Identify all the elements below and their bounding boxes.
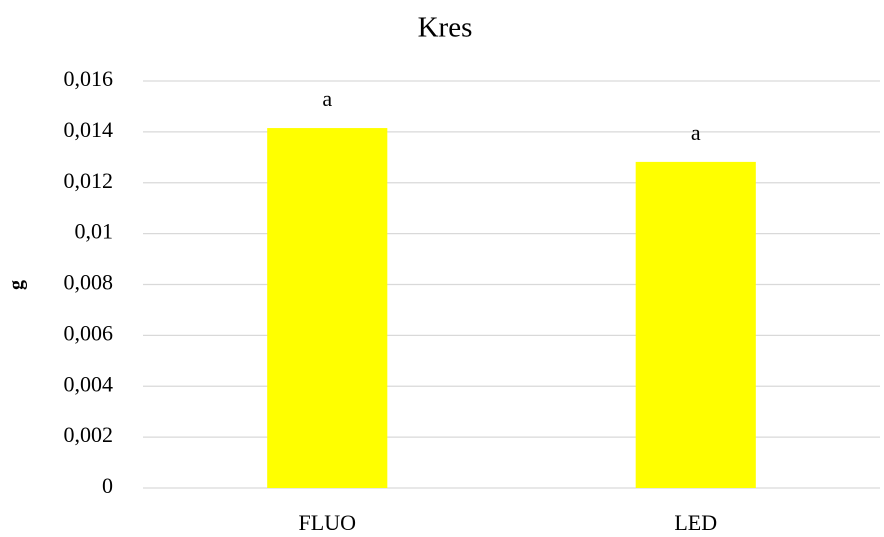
bar-annotation: a — [322, 86, 332, 111]
bar — [267, 128, 388, 488]
x-tick-label: FLUO — [299, 510, 356, 535]
y-tick-label: 0,004 — [64, 371, 114, 396]
y-tick-label: 0 — [102, 473, 113, 498]
y-tick-label: 0,014 — [64, 117, 114, 142]
y-tick-label: 0,008 — [64, 270, 114, 295]
y-axis-label: g — [6, 280, 28, 290]
y-tick-label: 0,01 — [75, 219, 114, 244]
y-tick-label: 0,016 — [64, 66, 114, 91]
y-tick-label: 0,002 — [64, 422, 114, 447]
bar — [635, 161, 756, 489]
bar-annotation: a — [691, 120, 701, 145]
y-tick-label: 0,006 — [64, 320, 114, 345]
chart-title: Kres — [418, 12, 473, 44]
x-tick-label: LED — [674, 510, 717, 535]
y-tick-label: 0,012 — [64, 168, 114, 193]
